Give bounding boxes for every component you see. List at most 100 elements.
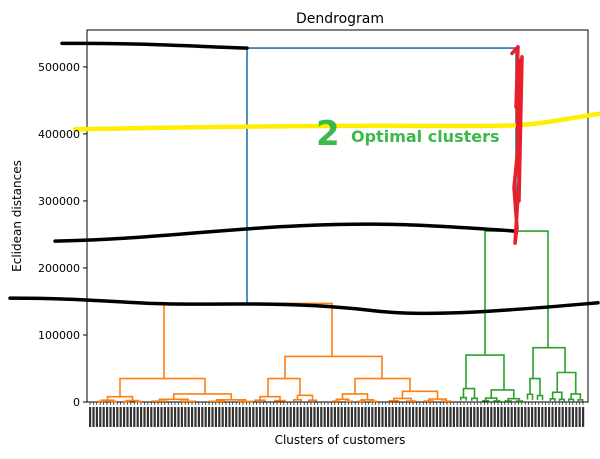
x-tick-label [340, 407, 343, 427]
dendrogram-link [529, 377, 541, 396]
y-axis: 0 100000 200000 300000 400000 500000 [38, 61, 87, 409]
dendrogram-link [490, 389, 515, 399]
y-tick-label: 400000 [38, 128, 80, 141]
x-tick-label [337, 407, 340, 427]
x-tick-label [95, 407, 98, 427]
x-tick-label [361, 407, 364, 427]
dendrogram-link [459, 396, 468, 401]
x-tick-label [493, 407, 496, 427]
x-tick-label [259, 407, 262, 427]
x-tick-label [378, 407, 381, 427]
x-tick-label [327, 407, 330, 427]
x-tick-label [272, 407, 275, 427]
x-tick-label [374, 407, 377, 427]
x-tick-label [439, 407, 442, 427]
x-tick-label [116, 407, 119, 427]
x-tick-label [452, 407, 455, 427]
x-tick-label [486, 407, 489, 427]
cut-line-top [60, 41, 249, 50]
x-tick-label [520, 407, 523, 427]
x-tick-label [228, 407, 231, 427]
x-tick-label [347, 407, 350, 427]
dendrogram-link [507, 397, 521, 402]
dendrogram-link [515, 400, 523, 402]
x-tick-label [150, 407, 153, 427]
x-tick-label [476, 407, 479, 427]
x-tick-label [578, 407, 581, 427]
x-tick-label [429, 407, 432, 427]
x-tick-label [534, 407, 537, 427]
x-tick-label [480, 407, 483, 427]
x-tick-label [320, 407, 323, 427]
x-tick-label [269, 407, 272, 427]
x-tick-label [459, 407, 462, 427]
dendrogram-link [551, 391, 563, 400]
x-tick-label [282, 407, 285, 427]
dendrogram-link [532, 346, 566, 379]
x-tick-label [323, 407, 326, 427]
x-tick-label [446, 407, 449, 427]
x-tick-label [422, 407, 425, 427]
x-tick-label [381, 407, 384, 427]
x-tick-label [548, 407, 551, 427]
x-tick-label [524, 407, 527, 427]
x-tick-label [208, 407, 211, 427]
x-tick-label [391, 407, 394, 427]
x-tick-label [558, 407, 561, 427]
x-tick-label [571, 407, 574, 427]
x-tick-label [330, 407, 333, 427]
x-tick-label [187, 407, 190, 427]
dendrogram-link [357, 400, 366, 403]
x-tick-label [286, 407, 289, 427]
x-tick-label [408, 407, 411, 427]
x-tick-label [106, 407, 109, 427]
dendrogram-link [274, 399, 286, 402]
x-tick-label [388, 407, 391, 427]
x-axis-tick-labels [89, 402, 585, 427]
x-tick-label [153, 407, 156, 427]
x-tick-label [306, 407, 309, 427]
x-tick-label [245, 407, 248, 427]
dendrogram-link [344, 400, 353, 403]
x-tick-label [466, 407, 469, 427]
dendrogram-link [427, 398, 448, 402]
x-tick-label [537, 407, 540, 427]
dendrogram-link [556, 371, 577, 394]
threshold-line [72, 111, 600, 132]
dendrogram-link [470, 397, 479, 401]
x-tick-label [514, 407, 517, 427]
dendrogram-link [526, 393, 534, 400]
root-merge-link [246, 47, 517, 304]
x-tick-label [133, 407, 136, 427]
dendrogram-link [568, 398, 575, 402]
x-tick-label [350, 407, 353, 427]
x-tick-label [561, 407, 564, 427]
x-tick-label [242, 407, 245, 427]
dendrogram-link [172, 393, 233, 400]
x-tick-label [344, 407, 347, 427]
x-tick-label [500, 407, 503, 427]
dendrogram-link [259, 395, 281, 401]
x-tick-label [279, 407, 282, 427]
x-tick-label [119, 407, 122, 427]
dendrogram-link [549, 397, 556, 402]
x-tick-label [191, 407, 194, 427]
dendrogram-link [106, 395, 134, 401]
x-tick-label [554, 407, 557, 427]
x-tick-label [544, 407, 547, 427]
dendrogram-link [180, 400, 197, 403]
x-tick-label [395, 407, 398, 427]
y-tick-label: 0 [73, 396, 80, 409]
x-tick-label [483, 407, 486, 427]
x-tick-label [333, 407, 336, 427]
dendrogram-link [423, 400, 434, 402]
x-tick-label [551, 407, 554, 427]
x-tick-label [313, 407, 316, 427]
dendrogram-link [254, 399, 266, 402]
x-tick-label [367, 407, 370, 427]
x-tick-label [425, 407, 428, 427]
plot-frame [86, 29, 589, 403]
x-tick-label [255, 407, 258, 427]
x-tick-label [490, 407, 493, 427]
